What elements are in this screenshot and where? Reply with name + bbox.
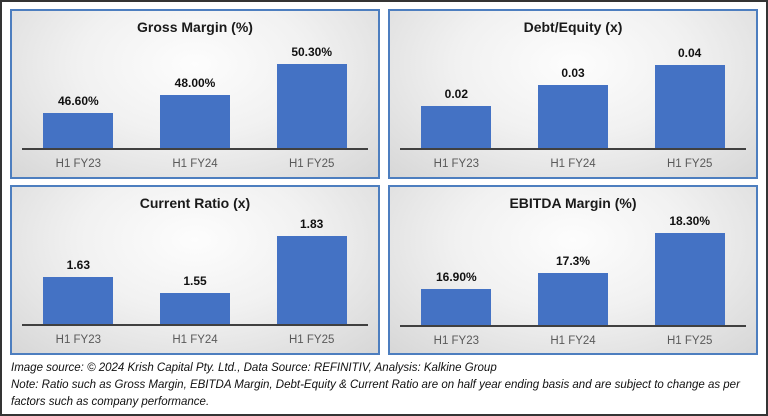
bar-h1fy24 — [538, 273, 608, 325]
x-tick-label: H1 FY23 — [433, 157, 480, 170]
x-axis-labels: H1 FY23 H1 FY24 H1 FY25 — [398, 150, 748, 177]
bar-group: 1.63 — [20, 258, 137, 324]
chart-panel-gross-margin: Gross Margin (%) 46.60% 48.00% 50.30% H1… — [10, 9, 380, 179]
bar-h1fy23 — [421, 106, 492, 148]
bar-group: 48.00% — [137, 76, 254, 148]
bar-value-label: 1.55 — [183, 274, 207, 288]
x-tick-label: H1 FY25 — [666, 334, 713, 347]
bar-value-label: 50.30% — [291, 45, 333, 59]
x-tick-label: H1 FY23 — [433, 334, 480, 347]
plot-area-debt-equity: 0.02 0.03 0.04 — [398, 38, 748, 148]
bar-group: 0.02 — [398, 87, 515, 148]
x-axis-line — [400, 148, 746, 150]
charts-grid: Gross Margin (%) 46.60% 48.00% 50.30% H1… — [2, 2, 766, 355]
bar-group: 46.60% — [20, 94, 137, 148]
chart-panel-current-ratio: Current Ratio (x) 1.63 1.55 1.83 H1 FY23 — [10, 185, 380, 355]
footnote-note-line: Note: Ratio such as Gross Margin, EBITDA… — [11, 379, 740, 408]
x-tick-label: H1 FY24 — [172, 333, 218, 346]
bar-group: 18.30% — [631, 214, 748, 325]
bar-value-label: 0.04 — [678, 46, 702, 60]
chart-title-gross-margin: Gross Margin (%) — [137, 19, 253, 35]
bar-h1fy24 — [160, 95, 230, 148]
plot-area-ebitda-margin: 16.90% 17.3% 18.30% — [398, 214, 748, 325]
chart-title-ebitda-margin: EBITDA Margin (%) — [509, 195, 637, 211]
bar-value-label: 46.60% — [57, 94, 99, 108]
x-tick-label: H1 FY24 — [550, 157, 596, 170]
chart-panel-ebitda-margin: EBITDA Margin (%) 16.90% 17.3% 18.30% H1… — [388, 185, 758, 355]
bar-group: 16.90% — [398, 270, 515, 325]
bar-value-label: 1.83 — [300, 217, 324, 231]
plot-area-current-ratio: 1.63 1.55 1.83 — [20, 214, 370, 324]
x-axis-labels: H1 FY23 H1 FY24 H1 FY25 — [20, 150, 370, 177]
bar-h1fy23 — [43, 277, 114, 324]
footnote-source-line: Image source: © 2024 Krish Capital Pty. … — [11, 362, 497, 374]
x-axis-labels: H1 FY23 H1 FY24 H1 FY25 — [398, 327, 748, 353]
x-tick-label: H1 FY25 — [288, 333, 335, 346]
chart-title-debt-equity: Debt/Equity (x) — [523, 19, 623, 35]
bar-value-label: 48.00% — [174, 76, 216, 90]
bar-h1fy25 — [654, 233, 725, 325]
bar-group: 1.55 — [137, 274, 254, 324]
x-tick-label: H1 FY23 — [55, 333, 102, 346]
bar-h1fy24 — [160, 293, 230, 324]
bar-value-label: 17.3% — [555, 254, 591, 268]
bar-group: 0.04 — [631, 46, 748, 148]
x-tick-label: H1 FY25 — [666, 157, 713, 170]
bar-group: 0.03 — [515, 66, 632, 148]
bar-value-label: 1.63 — [66, 258, 91, 272]
x-axis-line — [400, 325, 746, 327]
x-axis-labels: H1 FY23 H1 FY24 H1 FY25 — [20, 326, 370, 353]
bar-value-label: 18.30% — [669, 214, 711, 228]
bar-h1fy23 — [421, 289, 492, 325]
x-tick-label: H1 FY24 — [550, 334, 596, 347]
x-axis-line — [22, 148, 368, 150]
bar-value-label: 0.02 — [444, 87, 469, 101]
x-axis-line — [22, 324, 368, 326]
bar-h1fy25 — [276, 64, 347, 148]
plot-area-gross-margin: 46.60% 48.00% 50.30% — [20, 38, 370, 148]
bar-group: 17.3% — [515, 254, 632, 325]
bar-group: 50.30% — [253, 45, 370, 148]
chart-panel-debt-equity: Debt/Equity (x) 0.02 0.03 0.04 H1 FY23 — [388, 9, 758, 179]
bar-h1fy25 — [276, 236, 347, 324]
bar-value-label: 0.03 — [561, 66, 585, 80]
bar-group: 1.83 — [253, 217, 370, 324]
figure-footnote: Image source: © 2024 Krish Capital Pty. … — [2, 355, 766, 414]
bar-value-label: 16.90% — [435, 270, 477, 284]
x-tick-label: H1 FY23 — [55, 157, 102, 170]
bar-h1fy25 — [654, 65, 725, 148]
chart-title-current-ratio: Current Ratio (x) — [139, 195, 251, 211]
x-tick-label: H1 FY24 — [172, 157, 218, 170]
bar-h1fy23 — [43, 113, 114, 148]
bar-h1fy24 — [538, 85, 608, 148]
x-tick-label: H1 FY25 — [288, 157, 335, 170]
